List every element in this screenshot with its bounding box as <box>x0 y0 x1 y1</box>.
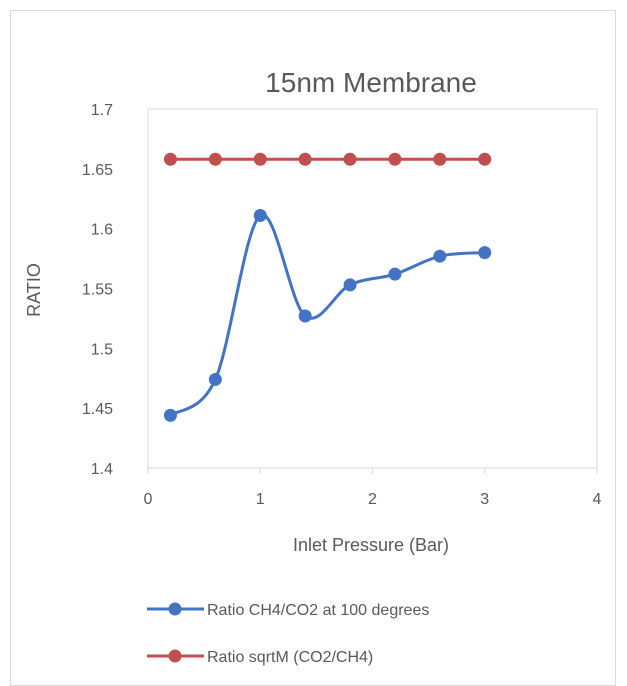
series-2-point <box>478 152 492 166</box>
y-tick-label: 1.7 <box>91 102 113 119</box>
x-tick-label: 2 <box>368 491 377 508</box>
y-tick-label: 1.65 <box>82 162 113 179</box>
plot-area: 0 1 2 3 4 1.4 1.45 1.5 1.55 1.6 1.65 1.7 <box>82 102 602 508</box>
series-1-point <box>478 246 492 260</box>
y-tick-label: 1.4 <box>91 461 113 478</box>
series-1-point <box>343 278 357 292</box>
series-2-point <box>253 152 267 166</box>
series-1-point <box>298 309 312 323</box>
y-axis-label: RATIO <box>24 263 44 317</box>
series-2-point <box>433 152 447 166</box>
series-1-point <box>433 249 447 263</box>
legend: Ratio CH4/CO2 at 100 degrees Ratio sqrtM … <box>147 602 429 666</box>
y-tick-label: 1.5 <box>91 341 113 358</box>
series-1-point <box>253 209 267 223</box>
series-2-point <box>388 152 402 166</box>
series-2-point <box>343 152 357 166</box>
series-2-point <box>163 152 177 166</box>
x-tick-label: 0 <box>144 491 153 508</box>
legend-swatch-marker <box>168 649 182 663</box>
series-1-point <box>208 372 222 386</box>
series-1-point <box>163 408 177 422</box>
y-tick-label: 1.55 <box>82 282 113 299</box>
series-1-point <box>388 267 402 281</box>
series-2-point <box>298 152 312 166</box>
x-tick-label: 1 <box>256 491 265 508</box>
legend-label: Ratio sqrtM (CO2/CH4) <box>207 649 373 666</box>
x-axis-label: Inlet Pressure (Bar) <box>293 535 449 555</box>
x-tick-label: 3 <box>480 491 489 508</box>
x-tick-label: 4 <box>593 491 602 508</box>
chart-frame <box>10 10 616 686</box>
series-2-point <box>208 152 222 166</box>
y-tick-label: 1.45 <box>82 401 113 418</box>
legend-swatch-marker <box>168 602 182 616</box>
chart-title: 15nm Membrane <box>265 67 477 98</box>
legend-label: Ratio CH4/CO2 at 100 degrees <box>207 602 429 619</box>
y-tick-label: 1.6 <box>91 222 113 239</box>
